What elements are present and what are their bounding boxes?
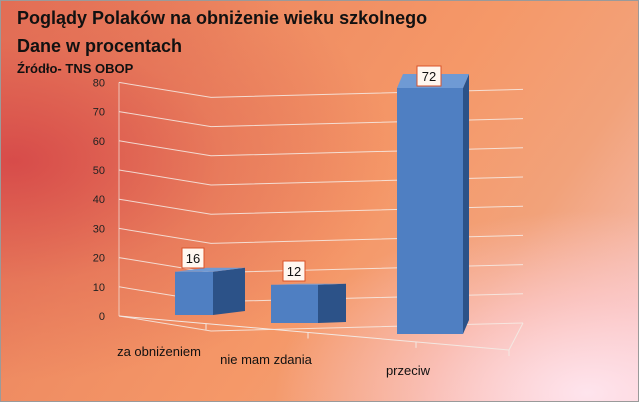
y-tick-label: 60	[93, 136, 105, 148]
data-label-box	[282, 260, 306, 282]
data-label-box	[181, 247, 205, 269]
bar	[397, 88, 463, 334]
x-axis-line	[118, 315, 510, 351]
y-tick-label: 50	[93, 165, 105, 177]
chart-title: Poglądy Polaków na obniżenie wieku szkol…	[17, 8, 428, 28]
data-label-box	[416, 65, 442, 87]
bar-top	[271, 283, 346, 285]
y-tick-label: 30	[93, 223, 105, 235]
data-label: 12	[287, 264, 301, 279]
bar-side	[463, 74, 469, 334]
x-category-label: za obniżeniem	[117, 344, 201, 359]
chart-source: Źródło- TNS OBOP	[17, 61, 134, 76]
bar-side	[213, 267, 245, 315]
y-tick-label: 80	[93, 77, 105, 89]
x-category-label: nie mam zdania	[220, 352, 313, 367]
chart-subtitle: Dane w procentach	[17, 36, 183, 56]
bar-top	[175, 267, 245, 272]
y-tick-label: 70	[93, 107, 105, 119]
y-tick-label: 0	[99, 311, 105, 323]
bar	[271, 284, 318, 323]
y-tick-label: 20	[93, 253, 105, 265]
y-tick-label: 40	[93, 194, 105, 206]
bar-side	[318, 283, 346, 323]
y-tick-label: 10	[93, 282, 105, 294]
bar	[175, 271, 213, 315]
x-axis-edge	[508, 322, 524, 351]
data-label: 72	[422, 69, 436, 84]
x-category-label: przeciw	[386, 363, 431, 378]
data-label: 16	[186, 251, 200, 266]
